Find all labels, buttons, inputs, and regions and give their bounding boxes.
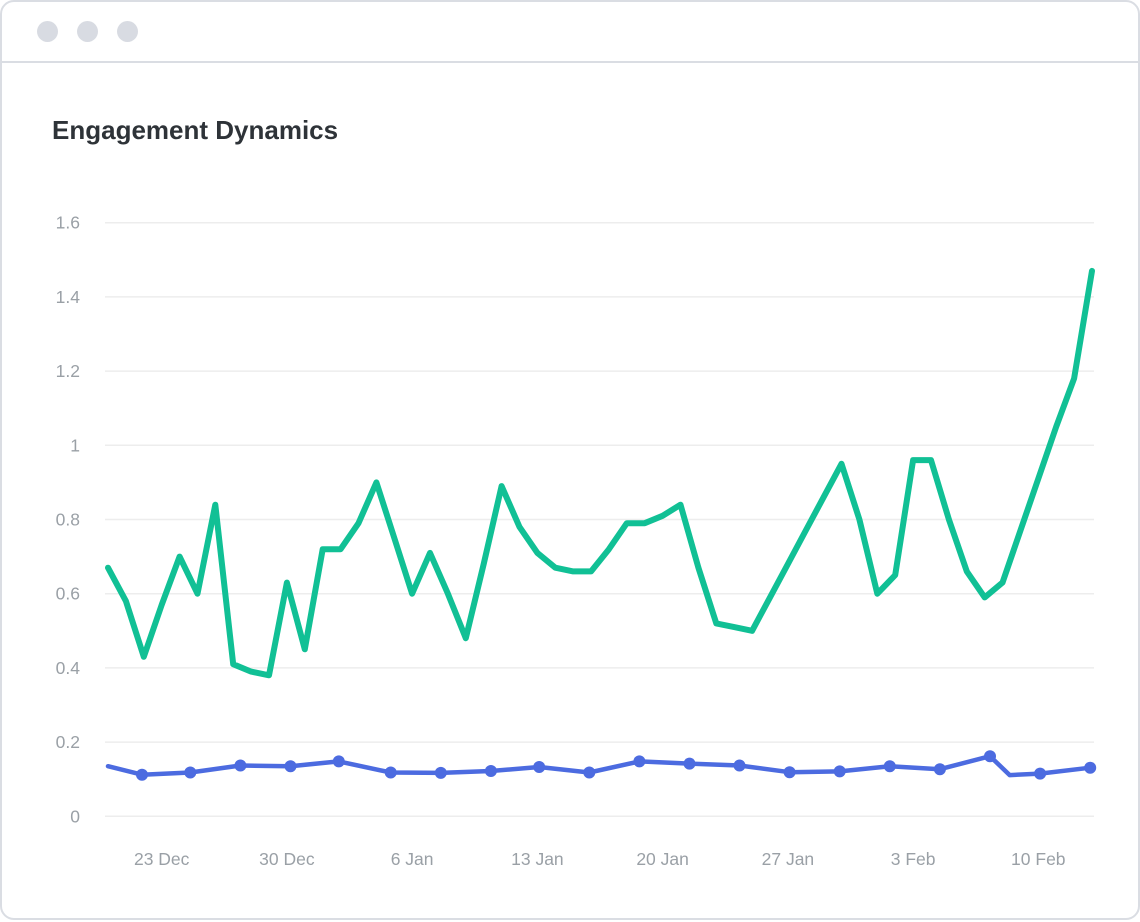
y-tick-label: 0.2	[56, 732, 80, 752]
window-control-dot[interactable]	[77, 21, 98, 42]
gridlines	[105, 221, 1094, 818]
blue-line-marker	[683, 757, 696, 770]
blue-line-marker	[733, 759, 746, 772]
y-axis-labels: 0 0.2 0.4 0.6 0.8 1 1.2 1.4 1.6	[56, 213, 81, 827]
blue-line-marker	[136, 768, 148, 781]
x-axis-labels: 23 Dec 30 Dec 6 Jan 13 Jan 20 Jan 27 Jan 3 Feb…	[134, 849, 1066, 869]
blue-line	[105, 750, 1097, 781]
blue-line-marker	[933, 763, 946, 776]
window-titlebar	[2, 2, 1138, 63]
green-line	[105, 267, 1095, 679]
y-tick-label: 1.4	[56, 287, 81, 307]
blue-line-marker	[633, 755, 646, 768]
blue-line-marker	[332, 755, 345, 768]
x-tick-label: 10 Feb	[1011, 849, 1065, 869]
blue-line-marker	[833, 765, 846, 778]
y-tick-label: 1.6	[56, 213, 80, 233]
x-tick-label: 27 Jan	[762, 849, 815, 869]
x-tick-label: 23 Dec	[134, 849, 190, 869]
x-tick-label: 20 Jan	[636, 849, 689, 869]
blue-line-marker	[384, 766, 397, 779]
blue-line-path	[105, 753, 1093, 778]
blue-line-marker	[783, 766, 796, 779]
blue-line-marker	[184, 766, 197, 779]
y-tick-label: 0.4	[56, 658, 81, 678]
blue-line-marker	[234, 759, 247, 772]
window-control-dot[interactable]	[117, 21, 138, 42]
y-tick-label: 0.8	[56, 510, 80, 530]
blue-line-marker	[1034, 767, 1047, 780]
blue-line-marker	[984, 750, 996, 763]
blue-line-marker	[1084, 761, 1097, 774]
x-tick-label: 30 Dec	[259, 849, 315, 869]
blue-line-marker	[484, 765, 497, 777]
green-line-path	[105, 267, 1095, 679]
y-tick-label: 0	[70, 806, 80, 826]
window-controls	[37, 21, 138, 42]
y-tick-label: 1.2	[56, 361, 80, 381]
blue-line-marker	[883, 760, 896, 773]
blue-line-marker	[434, 766, 447, 779]
x-tick-label: 13 Jan	[511, 849, 564, 869]
blue-line-marker	[284, 760, 297, 773]
window-control-dot[interactable]	[37, 21, 58, 42]
page-title: Engagement Dynamics	[52, 115, 339, 145]
x-tick-label: 3 Feb	[891, 849, 936, 869]
blue-line-marker	[533, 761, 546, 773]
x-tick-label: 6 Jan	[391, 849, 434, 869]
y-tick-label: 1	[70, 435, 80, 455]
y-tick-label: 0.6	[56, 584, 80, 604]
blue-line-marker	[583, 766, 596, 779]
